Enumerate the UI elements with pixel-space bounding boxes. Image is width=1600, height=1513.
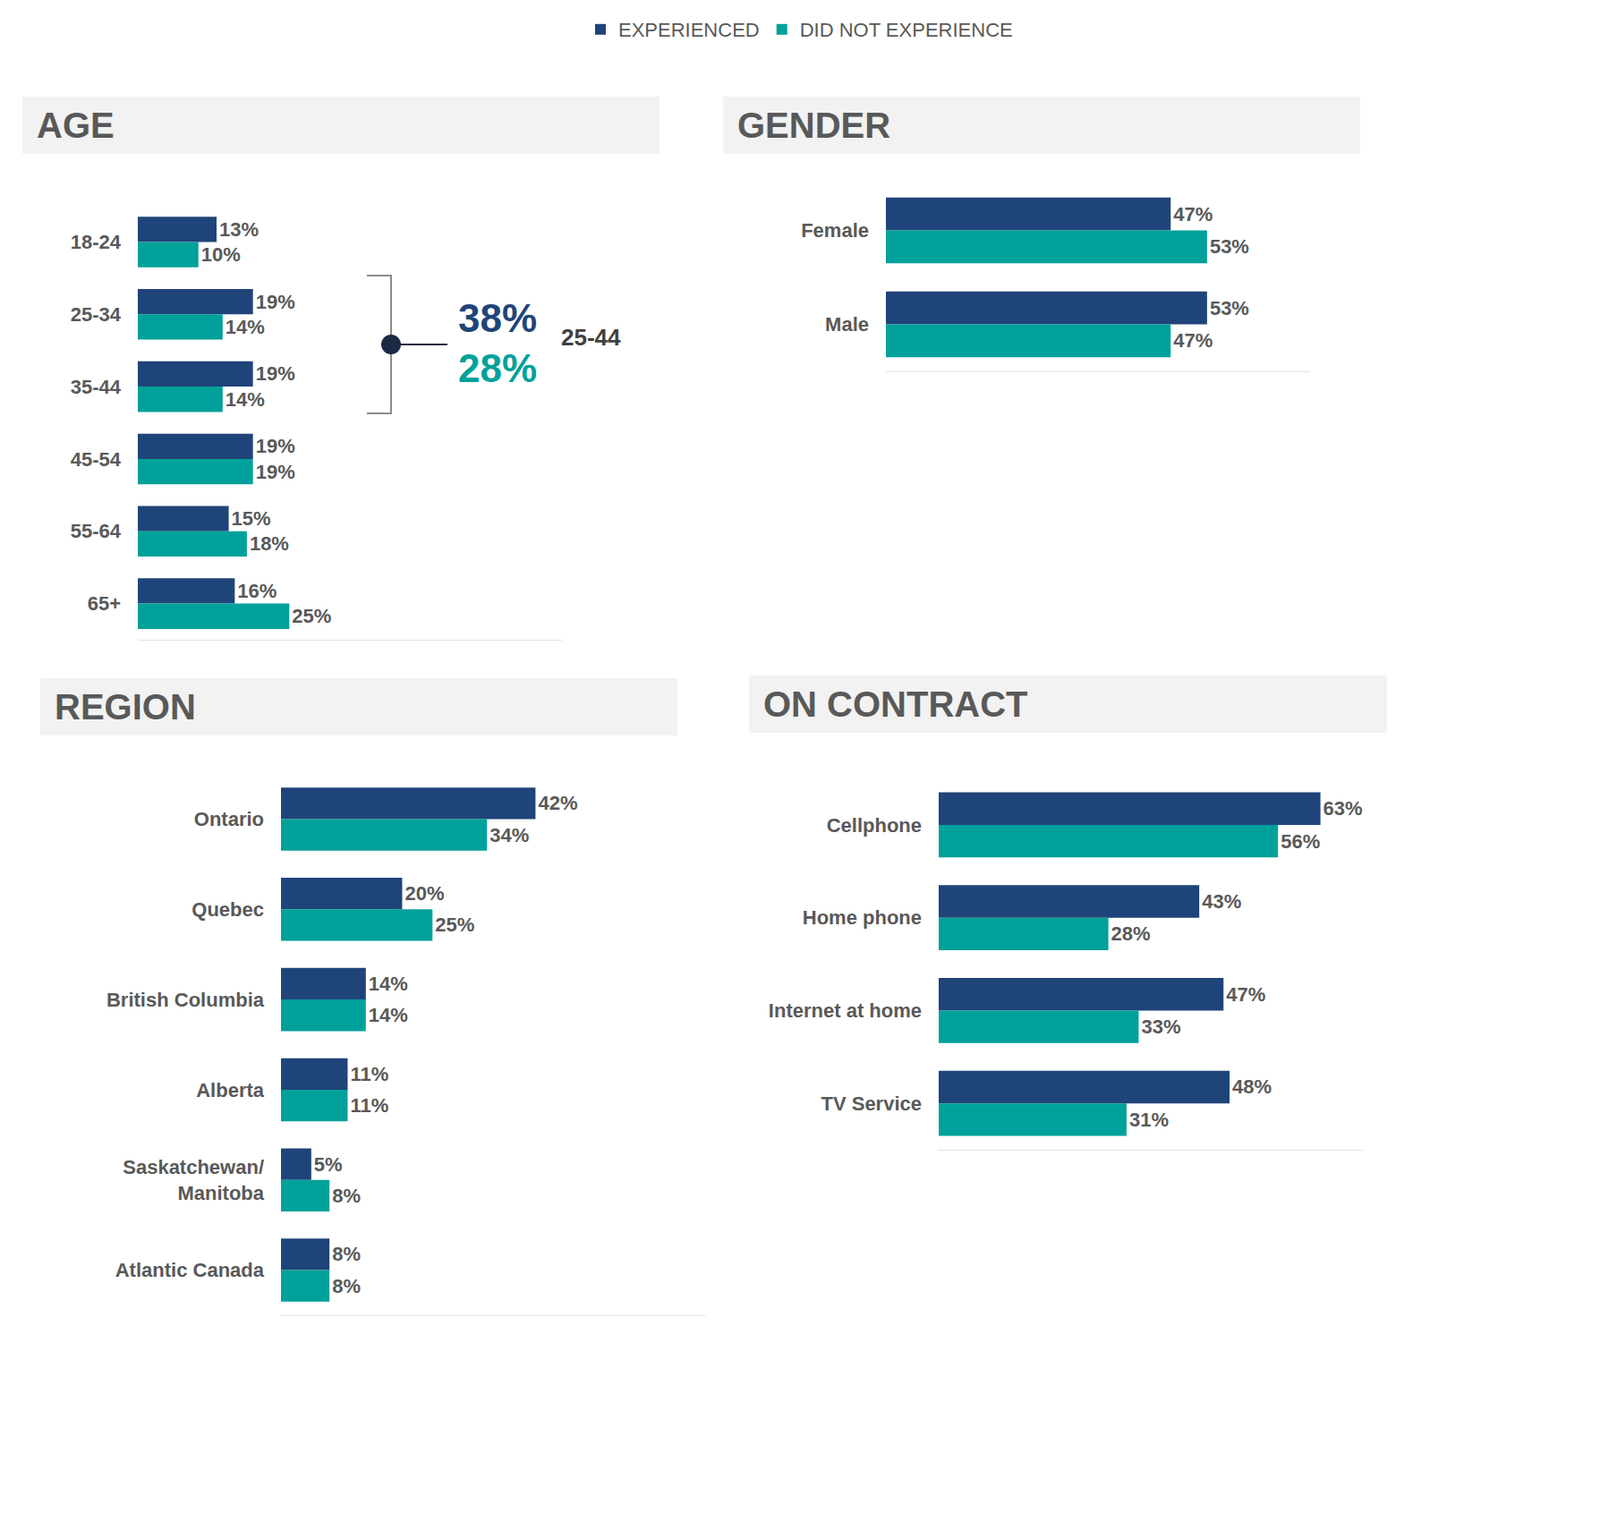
svg-text:5%: 5%: [314, 1153, 343, 1176]
svg-text:8%: 8%: [331, 1275, 361, 1298]
svg-text:43%: 43%: [1201, 890, 1242, 913]
svg-text:19%: 19%: [255, 362, 296, 385]
svg-text:18-24: 18-24: [70, 230, 122, 254]
svg-text:Ontario: Ontario: [194, 808, 264, 831]
svg-text:Male: Male: [825, 313, 869, 336]
svg-text:38%: 38%: [458, 296, 537, 341]
svg-text:25%: 25%: [434, 913, 475, 937]
svg-text:25%: 25%: [291, 604, 332, 628]
svg-text:55-64: 55-64: [70, 519, 122, 543]
svg-text:56%: 56%: [1280, 830, 1320, 853]
svg-text:47%: 47%: [1173, 329, 1213, 352]
svg-text:GENDER: GENDER: [737, 105, 891, 145]
svg-text:47%: 47%: [1173, 203, 1213, 226]
svg-text:Internet at home: Internet at home: [768, 999, 922, 1022]
svg-text:53%: 53%: [1209, 297, 1250, 320]
svg-text:18%: 18%: [249, 532, 290, 555]
svg-text:14%: 14%: [225, 315, 265, 339]
svg-text:28%: 28%: [458, 346, 537, 391]
svg-text:19%: 19%: [255, 290, 296, 314]
svg-text:14%: 14%: [368, 972, 409, 996]
svg-text:11%: 11%: [349, 1063, 389, 1086]
svg-text:25-44: 25-44: [561, 323, 622, 351]
svg-text:Alberta: Alberta: [195, 1079, 265, 1102]
svg-text:Saskatchewan/Manitoba: Saskatchewan/Manitoba: [122, 1156, 265, 1205]
svg-text:42%: 42%: [537, 791, 578, 815]
svg-text:Female: Female: [800, 219, 869, 242]
svg-text:British Columbia: British Columbia: [106, 988, 265, 1012]
svg-text:10%: 10%: [201, 243, 241, 266]
svg-text:REGION: REGION: [54, 687, 196, 727]
svg-text:11%: 11%: [349, 1094, 389, 1117]
svg-text:DID NOT EXPERIENCE: DID NOT EXPERIENCE: [800, 18, 1013, 42]
svg-text:63%: 63%: [1323, 797, 1363, 820]
svg-text:EXPERIENCED: EXPERIENCED: [618, 18, 760, 42]
svg-text:28%: 28%: [1111, 922, 1151, 945]
svg-text:35-44: 35-44: [70, 375, 122, 399]
svg-text:ON CONTRACT: ON CONTRACT: [763, 684, 1029, 724]
svg-text:Home phone: Home phone: [802, 906, 922, 929]
svg-text:Quebec: Quebec: [191, 898, 264, 921]
svg-text:Cellphone: Cellphone: [826, 814, 922, 837]
svg-text:65+: 65+: [87, 592, 121, 615]
svg-text:34%: 34%: [489, 824, 529, 847]
svg-text:15%: 15%: [231, 507, 272, 530]
svg-text:14%: 14%: [225, 388, 265, 411]
svg-text:Atlantic Canada: Atlantic Canada: [115, 1259, 265, 1282]
svg-text:33%: 33%: [1140, 1015, 1181, 1039]
svg-text:25-34: 25-34: [70, 303, 122, 326]
svg-text:13%: 13%: [219, 218, 259, 241]
svg-text:45-54: 45-54: [70, 448, 122, 471]
svg-text:AGE: AGE: [36, 105, 115, 145]
svg-text:31%: 31%: [1129, 1108, 1169, 1132]
svg-text:19%: 19%: [255, 434, 296, 458]
svg-text:8%: 8%: [331, 1242, 361, 1266]
svg-text:47%: 47%: [1225, 983, 1266, 1006]
svg-text:53%: 53%: [1209, 235, 1250, 258]
svg-text:8%: 8%: [331, 1184, 361, 1208]
svg-text:16%: 16%: [237, 579, 277, 603]
svg-text:TV Service: TV Service: [820, 1092, 922, 1115]
svg-text:48%: 48%: [1232, 1075, 1272, 1098]
svg-text:20%: 20%: [404, 882, 444, 905]
svg-text:19%: 19%: [255, 460, 296, 484]
svg-text:14%: 14%: [368, 1004, 409, 1027]
